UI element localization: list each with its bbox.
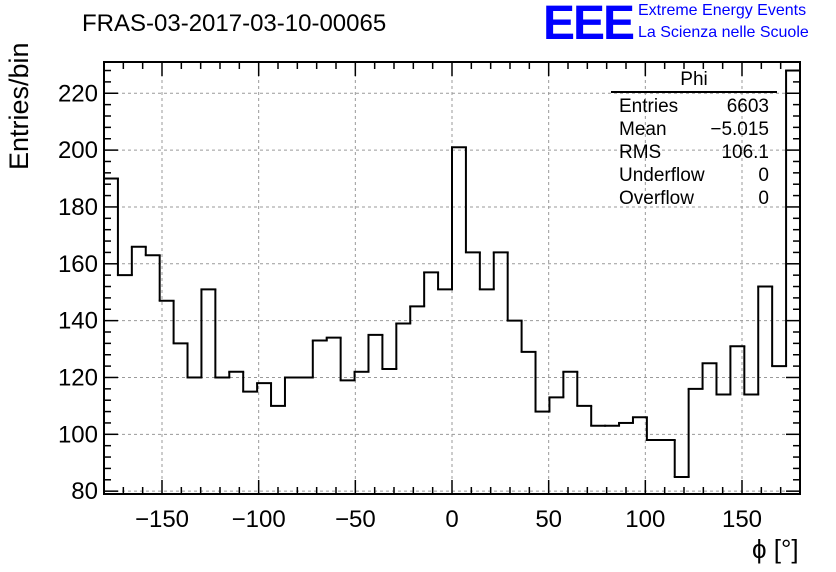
stats-label: Underflow <box>619 165 705 186</box>
stats-label: Mean <box>619 119 667 140</box>
stats-title: Phi <box>611 70 777 93</box>
x-tick-label: −100 <box>232 506 286 533</box>
y-tick-label: 80 <box>71 478 98 505</box>
eee-logo-line1: Extreme Energy Events <box>638 2 807 19</box>
stats-row-entries: Entries 6603 <box>611 95 777 118</box>
stats-label: Overflow <box>619 188 694 209</box>
x-tick-label: 50 <box>535 506 562 533</box>
stats-label: RMS <box>619 142 662 163</box>
x-tick-label: −50 <box>335 506 376 533</box>
y-tick-label: 180 <box>58 194 98 221</box>
axes: −150 −100 −50 0 50 100 150 80 100 120 140 160 180 200… <box>58 61 801 533</box>
stats-row-underflow: Underflow 0 <box>611 164 777 187</box>
eee-logo: EEE <box>543 0 635 50</box>
stats-row-mean: Mean −5.015 <box>611 118 777 141</box>
eee-logo-line2: La Scienza nelle Scuole <box>638 24 809 41</box>
y-tick-label: 200 <box>58 137 98 164</box>
x-tick-label: 100 <box>625 506 665 533</box>
x-tick-label: 150 <box>722 506 762 533</box>
y-tick-label: 220 <box>58 80 98 107</box>
stats-box: Phi Entries 6603 Mean −5.015 RMS 106.1 U… <box>611 70 777 210</box>
x-axis-label: ϕ [°] <box>752 534 799 564</box>
stats-row-overflow: Overflow 0 <box>611 187 777 210</box>
stats-value: 0 <box>758 165 769 186</box>
y-tick-label: 120 <box>58 364 98 391</box>
stats-value: 0 <box>758 188 769 209</box>
histogram-title: FRAS-03-2017-03-10-00065 <box>82 10 387 37</box>
stats-value: 6603 <box>726 96 769 117</box>
x-tick-label: −150 <box>135 506 189 533</box>
stats-label: Entries <box>619 96 679 117</box>
y-tick-label: 160 <box>58 251 98 278</box>
x-tick-label: 0 <box>445 506 458 533</box>
y-tick-label: 100 <box>58 421 98 448</box>
histogram-series <box>103 69 801 478</box>
y-tick-label: 140 <box>58 308 98 335</box>
stats-value: −5.015 <box>710 119 769 140</box>
y-axis-label: Entries/bin <box>4 42 34 170</box>
stats-row-rms: RMS 106.1 <box>611 141 777 164</box>
stats-value: 106.1 <box>721 142 769 163</box>
